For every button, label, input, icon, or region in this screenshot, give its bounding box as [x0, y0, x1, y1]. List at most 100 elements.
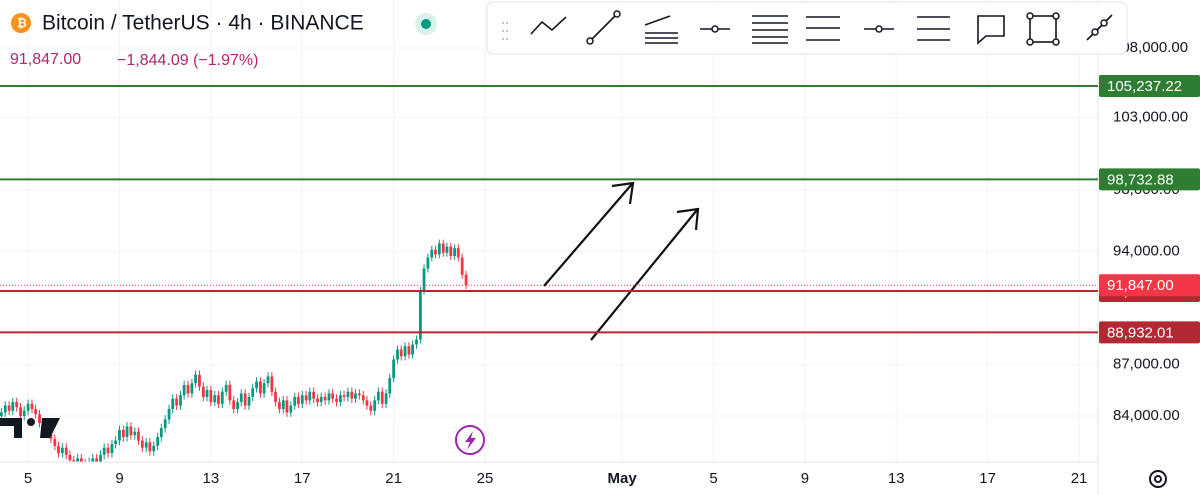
x-tick-label: 13 — [888, 470, 905, 487]
candle-body — [26, 403, 30, 411]
candle-body — [129, 426, 133, 436]
candle-body — [167, 409, 171, 420]
candle-body — [357, 393, 361, 396]
candle-body — [430, 249, 434, 258]
candle-body — [182, 384, 186, 396]
candle-body — [449, 246, 453, 256]
last-price-label: 91,847.00 — [1107, 277, 1174, 294]
candle-body — [34, 409, 38, 415]
status-dot — [421, 19, 431, 29]
candle-body — [79, 458, 83, 462]
candle-body — [285, 400, 289, 413]
hline-label: 105,237.22 — [1107, 78, 1182, 95]
candle-body — [262, 383, 266, 394]
tool-channel[interactable] — [806, 16, 840, 41]
candle-body — [11, 402, 15, 411]
candle-body — [152, 445, 156, 452]
tool-note[interactable] — [977, 15, 1005, 45]
hline-label-bg — [1099, 74, 1200, 97]
candle-body — [411, 344, 415, 355]
candle-body — [415, 339, 418, 345]
candle-body — [323, 396, 327, 401]
tool-levels[interactable] — [752, 15, 788, 44]
x-tick-label: 9 — [115, 470, 123, 487]
drawing-toolbar — [486, 1, 1128, 55]
x-tick-label: 25 — [477, 470, 494, 487]
candle-body — [464, 274, 468, 286]
candle-body — [110, 444, 114, 454]
candle-body — [289, 405, 293, 413]
tool-pitch[interactable] — [917, 16, 950, 41]
candle-body — [278, 402, 281, 410]
candle-body — [300, 395, 304, 404]
y-tick-label: 84,000.00 — [1113, 407, 1180, 424]
arrow — [590, 207, 700, 341]
candle-body — [106, 447, 110, 454]
tool-path[interactable] — [530, 16, 567, 35]
candle-body — [144, 442, 148, 448]
candle-body — [213, 395, 217, 403]
x-tick-label: May — [608, 470, 638, 487]
candle-body — [239, 393, 243, 403]
candle-body — [22, 410, 26, 416]
tool-rect[interactable] — [1029, 15, 1057, 43]
candle-body — [316, 398, 319, 403]
candle-body — [373, 400, 377, 411]
candle-body — [190, 383, 194, 394]
candle-body — [376, 391, 380, 401]
candle-body — [15, 402, 19, 408]
candle-body — [7, 405, 11, 411]
candle-body — [64, 447, 68, 455]
candle-body — [30, 403, 34, 410]
y-tick-label: 87,000.00 — [1113, 356, 1180, 373]
candle-body — [251, 388, 255, 397]
drag-handle[interactable] — [502, 22, 508, 40]
candle-body — [342, 395, 346, 397]
x-tick-label: 21 — [385, 470, 402, 487]
candle-body — [205, 390, 209, 397]
candle-body — [331, 393, 335, 399]
candle-body — [228, 384, 232, 401]
candle-body — [304, 395, 308, 401]
candle-body — [335, 398, 338, 403]
candle-body — [296, 396, 300, 404]
candle-body — [270, 376, 274, 392]
candle-body — [102, 447, 106, 455]
candle-body — [266, 376, 270, 384]
x-tick-label: 17 — [979, 470, 996, 487]
tool-fib[interactable] — [644, 15, 678, 44]
candle-body — [327, 393, 331, 401]
settings-button[interactable] — [1149, 470, 1167, 488]
tool-extended[interactable] — [1086, 14, 1113, 41]
plot-area — [0, 239, 468, 462]
candle-body — [38, 414, 41, 423]
candle-body — [137, 431, 140, 441]
candle-body — [118, 429, 121, 441]
alert-badge[interactable] — [455, 425, 485, 455]
candle-body — [403, 346, 407, 357]
candle-body — [441, 243, 445, 253]
candle-body — [53, 438, 57, 446]
tool-trendline[interactable] — [589, 13, 618, 42]
candle-body — [243, 393, 247, 406]
candle-body — [236, 402, 240, 410]
candle-body — [460, 257, 464, 275]
candle-body — [354, 393, 357, 399]
candle-body — [281, 400, 285, 410]
drawn-arrows — [543, 181, 700, 341]
price-change: −1,844.09 (−1.97%) — [117, 52, 258, 69]
candle-body — [224, 384, 228, 392]
candle-body — [388, 378, 392, 394]
candle-body — [319, 396, 323, 403]
symbol-title: Bitcoin / TetherUS · 4h · BINANCE — [42, 12, 364, 35]
candle-body — [339, 395, 342, 403]
candle-body — [148, 442, 152, 452]
candle-body — [232, 400, 236, 410]
candle-body — [396, 349, 399, 360]
candle-body — [175, 398, 179, 406]
logo — [0, 418, 60, 438]
candle-body — [312, 391, 316, 399]
candle-body — [186, 384, 190, 394]
candle-body — [437, 243, 441, 255]
